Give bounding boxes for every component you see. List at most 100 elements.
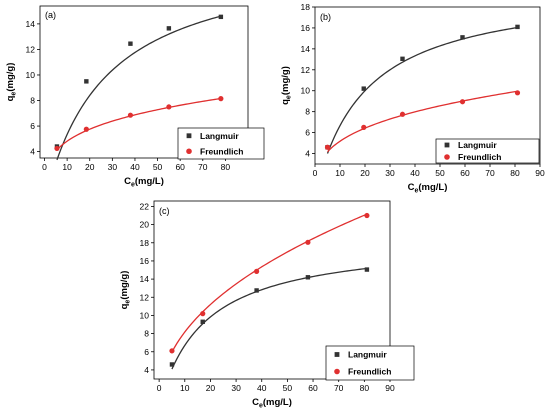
freundlich-point (361, 124, 367, 130)
legend-label-langmuir: Langmuir (458, 140, 497, 150)
langmuir-point (361, 86, 366, 91)
x-tick-label: 50 (283, 383, 293, 393)
x-tick-label: 70 (334, 383, 344, 393)
x-tick-label: 10 (62, 162, 72, 172)
x-axis-title: Ce(mg/L) (408, 182, 448, 195)
legend-marker-langmuir (186, 133, 192, 139)
legend-label-freundlich: Freundlich (200, 146, 243, 156)
legend-marker-freundlich (444, 154, 450, 160)
y-tick-label: 16 (140, 256, 150, 266)
x-tick-label: 30 (108, 162, 118, 172)
langmuir-fit-curve (56, 15, 222, 161)
plot-frame (39, 5, 249, 159)
y-tick-label: 10 (140, 310, 150, 320)
legend-marker-langmuir (444, 142, 450, 148)
panel-label: (c) (159, 206, 170, 216)
freundlich-point (399, 111, 406, 117)
y-tick-label: 8 (144, 329, 149, 339)
freundlich-fit-curve (327, 90, 518, 153)
x-tick-label: 0 (42, 162, 47, 172)
x-axis-title: Ce(mg/L) (252, 397, 292, 410)
freundlich-point (169, 348, 175, 354)
chart-panel-3: 0 10 20 30 40 50 60 70 80 90 4 6 8 10 12 14 16 18 20 22 (c) C… (119, 200, 415, 410)
langmuir-point (218, 14, 224, 20)
langmuir-point (128, 41, 133, 46)
y-tick-label: 14 (26, 19, 36, 29)
legend-box (325, 345, 415, 381)
freundlich-point (514, 90, 521, 96)
freundlich-point (200, 311, 206, 317)
langmuir-point (84, 79, 89, 84)
x-tick-label: 90 (535, 168, 545, 178)
y-tick-label: 6 (30, 121, 35, 131)
x-tick-label: 90 (385, 383, 395, 393)
langmuir-point (166, 26, 172, 31)
freundlich-point (218, 96, 224, 102)
freundlich-point (459, 99, 466, 105)
y-tick-label: 14 (140, 274, 150, 284)
langmuir-fit-curve (326, 26, 518, 154)
freundlich-point (54, 145, 60, 152)
legend-label-langmuir: Langmuir (348, 350, 387, 360)
x-tick-label: 20 (85, 162, 95, 172)
y-tick-label: 12 (140, 292, 150, 302)
y-axis-title: qe(mg/g) (280, 66, 293, 105)
langmuir-point (305, 275, 311, 280)
y-tick-label: 18 (301, 2, 311, 12)
y-tick-label: 6 (305, 128, 310, 138)
legend-marker-freundlich (334, 368, 340, 375)
x-tick-label: 40 (410, 168, 420, 178)
langmuir-point (400, 56, 405, 62)
langmuir-point (200, 319, 205, 324)
legend-marker-freundlich (186, 148, 192, 155)
x-tick-label: 50 (435, 168, 445, 178)
x-tick-label: 80 (221, 162, 231, 172)
x-tick-label: 80 (510, 168, 520, 178)
y-tick-label: 10 (301, 86, 311, 96)
legend-label-freundlich: Freundlich (348, 367, 391, 377)
y-tick-label: 12 (26, 44, 36, 54)
freundlich-point (166, 104, 172, 110)
legend-marker-langmuir (334, 352, 340, 357)
x-tick-label: 50 (153, 162, 163, 172)
x-axis-title: Ce(mg/L) (124, 176, 164, 189)
x-tick-label: 60 (175, 162, 185, 172)
legend-label-langmuir: Langmuir (200, 131, 239, 141)
freundlich-point (254, 268, 260, 274)
y-axis-title: qe(mg/g) (5, 63, 18, 102)
x-tick-label: 20 (206, 383, 216, 393)
x-tick-label: 30 (385, 168, 395, 178)
y-tick-label: 10 (26, 70, 36, 80)
x-tick-label: 30 (231, 383, 241, 393)
chart-panel-2: 0 10 20 30 40 50 60 70 80 90 4 6 8 10 12 14 16 18 (b) Ce(mg… (280, 2, 545, 195)
chart-panel-1: 0 10 20 30 40 50 60 70 80 4 6 8 10 12 14 (a) Ce(mg/L) qe(… (5, 5, 265, 189)
langmuir-point (254, 288, 259, 293)
freundlich-fit-curve (171, 213, 368, 353)
legend-box (435, 138, 540, 164)
freundlich-point (83, 126, 89, 132)
y-tick-label: 4 (144, 365, 149, 375)
freundlich-point (364, 212, 370, 219)
y-tick-label: 14 (301, 44, 311, 54)
freundlich-fit-curve (56, 97, 221, 151)
freundlich-point (127, 112, 134, 118)
langmuir-point (515, 24, 520, 30)
y-tick-label: 8 (30, 96, 35, 106)
x-tick-label: 80 (360, 383, 370, 393)
y-tick-label: 8 (305, 107, 310, 117)
x-tick-label: 10 (180, 383, 190, 393)
y-tick-label: 12 (301, 65, 311, 75)
y-tick-label: 4 (305, 149, 310, 159)
y-tick-label: 20 (140, 220, 150, 230)
langmuir-point (460, 35, 465, 40)
langmuir-point (364, 267, 370, 272)
panel-label: (b) (320, 12, 331, 22)
x-tick-label: 0 (157, 383, 162, 393)
legend-label-freundlich: Freundlich (458, 152, 501, 162)
y-tick-label: 4 (30, 147, 35, 157)
legend-box (177, 127, 265, 160)
plot-frame (153, 200, 391, 380)
y-tick-label: 16 (301, 23, 311, 33)
x-tick-label: 70 (485, 168, 495, 178)
